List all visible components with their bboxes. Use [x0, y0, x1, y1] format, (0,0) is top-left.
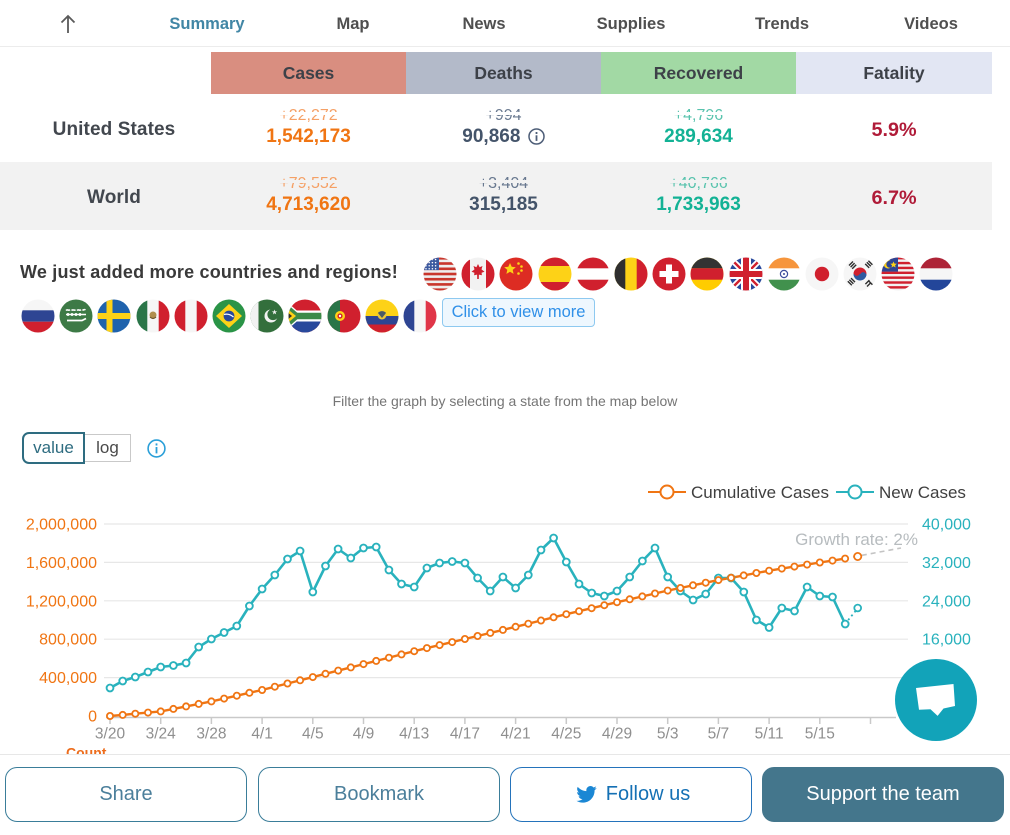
svg-text:5/7: 5/7: [708, 726, 730, 743]
svg-text:16,000: 16,000: [922, 632, 971, 649]
svg-text:1,600,000: 1,600,000: [26, 555, 97, 572]
svg-text:4/25: 4/25: [551, 726, 581, 743]
svg-text:800,000: 800,000: [39, 632, 97, 649]
svg-text:3/28: 3/28: [196, 726, 226, 743]
svg-text:Cumulative Cases: Cumulative Cases: [691, 483, 829, 502]
svg-text:1,200,000: 1,200,000: [26, 593, 97, 610]
svg-text:4/21: 4/21: [501, 726, 531, 743]
svg-text:24,000: 24,000: [922, 593, 971, 610]
svg-text:4/17: 4/17: [450, 726, 480, 743]
svg-text:4/13: 4/13: [399, 726, 429, 743]
svg-text:32,000: 32,000: [922, 555, 971, 572]
svg-text:5/15: 5/15: [805, 726, 835, 743]
svg-text:New Cases: New Cases: [879, 483, 966, 502]
svg-text:5/3: 5/3: [657, 726, 679, 743]
svg-text:Growth rate: 2%: Growth rate: 2%: [795, 530, 918, 549]
svg-text:4/1: 4/1: [251, 726, 273, 743]
svg-text:5/11: 5/11: [755, 726, 784, 743]
svg-text:3/20: 3/20: [95, 726, 126, 743]
svg-text:2,000,000: 2,000,000: [26, 517, 97, 534]
svg-text:3/24: 3/24: [146, 726, 177, 743]
svg-text:400,000: 400,000: [39, 670, 97, 687]
svg-text:4/29: 4/29: [602, 726, 632, 743]
svg-text:4/5: 4/5: [302, 726, 324, 743]
svg-text:0: 0: [88, 709, 97, 726]
svg-text:4/9: 4/9: [353, 726, 375, 743]
svg-text:40,000: 40,000: [922, 517, 971, 534]
